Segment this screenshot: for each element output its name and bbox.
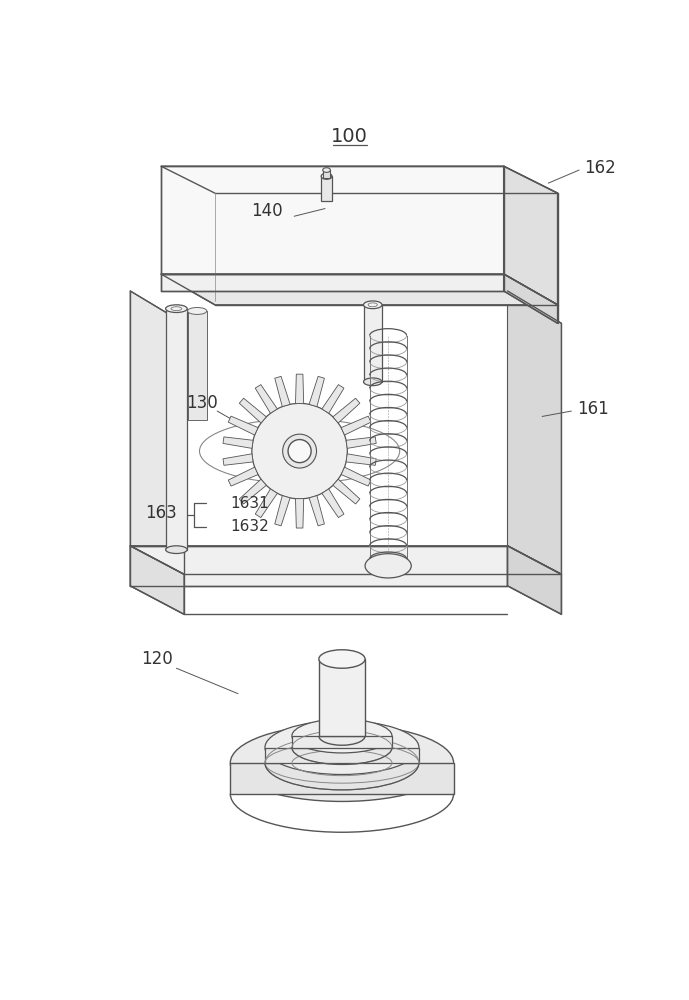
Ellipse shape <box>365 554 411 578</box>
Text: 162: 162 <box>584 159 616 177</box>
Ellipse shape <box>364 301 382 309</box>
Ellipse shape <box>165 546 187 554</box>
Polygon shape <box>341 467 371 486</box>
Ellipse shape <box>265 721 419 774</box>
Polygon shape <box>309 496 325 526</box>
Polygon shape <box>265 748 419 763</box>
Polygon shape <box>508 546 562 614</box>
Text: 161: 161 <box>577 400 608 418</box>
Ellipse shape <box>364 378 382 386</box>
Text: 140: 140 <box>251 202 282 220</box>
Text: 1631: 1631 <box>230 496 269 511</box>
Polygon shape <box>364 305 382 382</box>
Polygon shape <box>239 398 267 423</box>
Polygon shape <box>346 437 376 448</box>
Ellipse shape <box>252 403 347 499</box>
Polygon shape <box>161 166 557 193</box>
Ellipse shape <box>292 719 392 753</box>
Text: 130: 130 <box>186 394 218 412</box>
Polygon shape <box>161 274 504 291</box>
Text: 120: 120 <box>141 650 173 668</box>
Polygon shape <box>322 489 344 518</box>
Polygon shape <box>165 309 187 550</box>
Polygon shape <box>275 496 290 526</box>
Ellipse shape <box>288 440 311 463</box>
Ellipse shape <box>321 173 332 179</box>
Ellipse shape <box>322 168 331 172</box>
Ellipse shape <box>282 434 316 468</box>
Polygon shape <box>292 736 392 748</box>
Text: 1632: 1632 <box>230 519 269 534</box>
Polygon shape <box>228 467 258 486</box>
Polygon shape <box>223 454 253 465</box>
Polygon shape <box>161 274 557 305</box>
Polygon shape <box>255 385 277 413</box>
Ellipse shape <box>319 650 365 668</box>
Ellipse shape <box>230 724 453 801</box>
Polygon shape <box>322 385 344 413</box>
Polygon shape <box>130 546 184 614</box>
Polygon shape <box>322 170 331 178</box>
Ellipse shape <box>165 305 187 312</box>
Text: 163: 163 <box>145 504 177 522</box>
Polygon shape <box>309 376 325 407</box>
Polygon shape <box>333 479 360 504</box>
Polygon shape <box>223 437 253 448</box>
Polygon shape <box>188 311 207 420</box>
Polygon shape <box>230 763 453 794</box>
Polygon shape <box>504 274 557 323</box>
Polygon shape <box>161 166 504 274</box>
Polygon shape <box>239 479 267 504</box>
Polygon shape <box>130 546 562 574</box>
Polygon shape <box>296 499 304 528</box>
Polygon shape <box>508 291 562 574</box>
Ellipse shape <box>187 307 207 314</box>
Polygon shape <box>321 176 332 201</box>
Polygon shape <box>504 166 557 305</box>
Polygon shape <box>346 454 376 465</box>
Polygon shape <box>341 416 371 435</box>
Polygon shape <box>130 546 508 586</box>
Polygon shape <box>228 416 258 435</box>
Polygon shape <box>275 376 290 407</box>
Polygon shape <box>130 291 184 574</box>
Polygon shape <box>333 398 360 423</box>
Polygon shape <box>255 489 277 518</box>
Polygon shape <box>319 659 365 736</box>
Text: 100: 100 <box>331 127 368 146</box>
Polygon shape <box>296 374 304 404</box>
